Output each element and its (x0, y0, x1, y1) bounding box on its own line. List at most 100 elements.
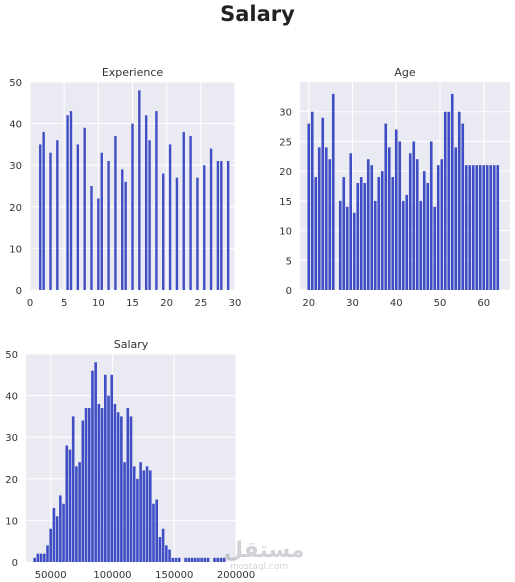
bar (443, 111, 447, 290)
bar (97, 403, 101, 562)
y-tick-label: 25 (279, 137, 292, 148)
bar (220, 161, 223, 290)
y-tick-label: 20 (279, 167, 292, 178)
bar (62, 503, 65, 562)
bar (197, 557, 200, 562)
bar (209, 148, 213, 290)
bar (36, 553, 40, 562)
bar (155, 111, 158, 291)
bar (189, 136, 192, 290)
bar (168, 549, 171, 562)
bar (68, 449, 72, 562)
y-tick-label: 30 (279, 108, 292, 119)
bar (412, 141, 416, 290)
bar (168, 144, 172, 290)
bar (398, 141, 402, 290)
x-tick-label: 100000 (93, 570, 131, 581)
bar (478, 165, 482, 290)
bar (39, 553, 43, 562)
bar (116, 412, 120, 562)
bar (175, 177, 179, 290)
bar (83, 127, 86, 290)
bar (104, 374, 107, 562)
bar (380, 171, 384, 290)
bar (468, 165, 472, 290)
bar (338, 200, 342, 290)
y-tick-label: 30 (9, 161, 22, 172)
bar (328, 159, 332, 290)
bar (131, 123, 134, 290)
bar (42, 553, 46, 562)
bar (193, 557, 197, 562)
bar (52, 507, 56, 562)
y-tick-label: 5 (286, 256, 292, 267)
bar (126, 408, 130, 562)
bar (187, 557, 191, 562)
bar (377, 177, 381, 290)
bar (471, 165, 475, 290)
bar (110, 374, 114, 562)
bar (345, 206, 349, 290)
bar (331, 93, 335, 290)
bar (155, 499, 158, 562)
bar (171, 557, 175, 562)
bar (182, 131, 185, 290)
y-tick-label: 10 (279, 227, 292, 238)
bar (139, 462, 142, 562)
bar (142, 470, 146, 562)
bar (394, 129, 398, 290)
bar (485, 165, 489, 290)
bar (408, 153, 412, 290)
bar (475, 165, 479, 290)
bar (422, 171, 426, 290)
bar (90, 186, 93, 290)
y-tick-label: 10 (5, 516, 18, 527)
x-tick-label: 40 (390, 298, 403, 309)
x-tick-label: 30 (229, 298, 242, 309)
bar (49, 528, 53, 562)
bar (213, 557, 216, 562)
bar (49, 152, 52, 290)
bar (436, 165, 440, 290)
bar (97, 198, 100, 290)
subplot-2: 0 5 10 15 20 25 30 20 30 40 50 60 Age (279, 66, 510, 309)
bar (342, 177, 346, 290)
bar (87, 408, 91, 562)
bar (196, 177, 199, 290)
x-tick-label: 0 (27, 298, 33, 309)
bar (161, 528, 165, 562)
bar (145, 466, 149, 562)
bar (84, 408, 88, 562)
bar (144, 115, 148, 290)
bar (69, 111, 73, 291)
bar (405, 194, 409, 290)
bar (310, 111, 314, 290)
bar (401, 200, 405, 290)
bar (307, 123, 311, 290)
y-tick-label: 40 (5, 392, 18, 403)
bar (81, 420, 85, 562)
plot-area (300, 82, 510, 290)
y-tick-label: 30 (5, 433, 18, 444)
bar (321, 117, 325, 291)
bar (464, 165, 468, 290)
y-tick-label: 15 (279, 197, 292, 208)
y-tick-label: 0 (286, 286, 292, 297)
bar (162, 173, 165, 290)
y-tick-label: 20 (9, 203, 22, 214)
bar (433, 206, 437, 290)
bar (370, 165, 374, 290)
bar (489, 165, 493, 290)
y-tick-label: 0 (12, 558, 18, 569)
bar (203, 557, 207, 562)
subplot-1: 0 10 20 30 40 50 0 5 10 15 20 25 30 Experience (9, 66, 241, 309)
x-tick-label: 15 (126, 298, 139, 309)
bar (373, 200, 377, 290)
y-tick-label: 50 (9, 78, 22, 89)
y-tick-label: 50 (5, 350, 18, 361)
bar (55, 516, 59, 562)
subplot-title: Age (394, 66, 416, 79)
bar (94, 362, 97, 562)
x-tick-label: 5 (61, 298, 67, 309)
bar (219, 557, 223, 562)
